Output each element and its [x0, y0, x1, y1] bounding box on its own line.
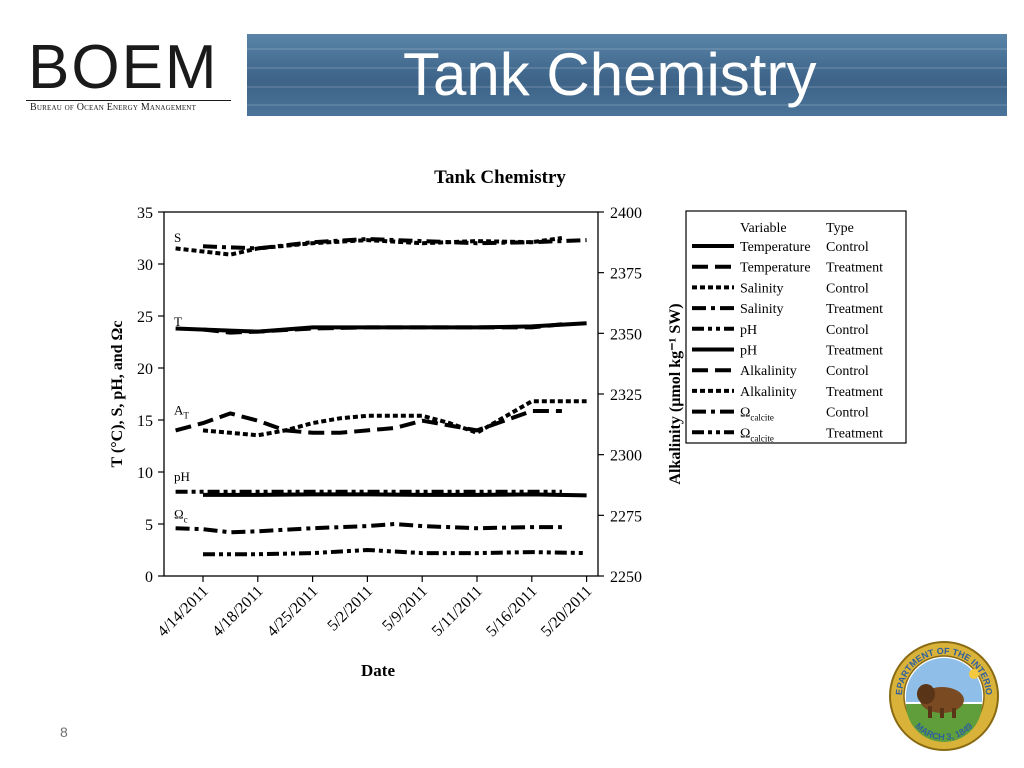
- right-tick-label: 2325: [610, 387, 642, 404]
- right-tick-label: 2275: [610, 508, 642, 525]
- x-tick-label: 4/14/2011: [154, 583, 211, 640]
- water-ripple: [247, 86, 1007, 88]
- logo-subtitle: Bureau of Ocean Energy Management: [30, 102, 197, 113]
- x-tick-label: 4/25/2011: [264, 583, 321, 640]
- legend-type: Control: [826, 281, 869, 296]
- series-line--calcite-treatment: [203, 548, 587, 557]
- group-label: S: [174, 230, 181, 245]
- department-of-interior-seal-icon: DEPARTMENT OF THE INTERIOR MARCH 3, 1849: [888, 640, 999, 751]
- y-axis-right-label: Alkalinity (µmol kg⁻¹ SW): [667, 303, 684, 484]
- left-tick-label: 35: [137, 205, 153, 222]
- group-label: AT: [174, 403, 189, 421]
- legend-variable: Temperature: [740, 261, 811, 276]
- series-line-ph-treatment: [203, 492, 587, 498]
- legend-variable: Salinity: [740, 281, 784, 296]
- series-line--calcite-control: [175, 522, 562, 535]
- left-tick-label: 30: [137, 257, 153, 274]
- series-line-temperature-treatment: [202, 322, 563, 335]
- legend-type: Treatment: [826, 261, 883, 276]
- chart-title: Tank Chemistry: [434, 167, 566, 188]
- legend-header-variable: Variable: [740, 221, 787, 236]
- plot-frame: [163, 211, 599, 577]
- left-tick-label: 5: [145, 517, 153, 534]
- right-axis: 2250 2275 2300 2325 2350 2375 2400: [598, 205, 642, 586]
- legend-type: Control: [826, 240, 869, 255]
- logo-rule: [26, 100, 231, 101]
- x-tick-label: 5/9/2011: [379, 583, 431, 635]
- group-labels: S T AT pH Ωc: [174, 230, 190, 525]
- title-banner: [247, 34, 1007, 116]
- legend-variable: pH: [740, 323, 757, 338]
- left-tick-label: 10: [137, 465, 153, 482]
- x-tick-label: 5/16/2011: [483, 583, 540, 640]
- x-axis-label: Date: [361, 661, 395, 680]
- left-tick-label: 20: [137, 361, 153, 378]
- legend-type: Treatment: [826, 302, 883, 317]
- right-tick-label: 2250: [610, 569, 642, 586]
- group-label: T: [174, 314, 182, 329]
- legend-type: Control: [826, 406, 869, 421]
- left-tick-label: 0: [145, 569, 153, 586]
- legend-type: Treatment: [826, 344, 883, 359]
- series-layer: [175, 236, 587, 557]
- x-tick-label: 5/11/2011: [429, 583, 486, 640]
- left-axis: 0 5 10 15 20 25 30 35: [137, 205, 164, 586]
- legend-variable: pH: [740, 344, 757, 359]
- x-tick-label: 5/20/2011: [538, 583, 595, 640]
- group-label: Ωc: [174, 507, 188, 525]
- x-tick-label: 4/18/2011: [209, 583, 266, 640]
- series-line-alkalinity-control: [175, 409, 562, 435]
- right-tick-label: 2400: [610, 205, 642, 222]
- legend-type: Control: [826, 364, 869, 379]
- water-ripple: [247, 48, 1007, 50]
- water-ripple: [247, 67, 1007, 69]
- series-line-alkalinity-treatment: [202, 399, 587, 438]
- boem-logo: BOEM Bureau of Ocean Energy Management: [26, 34, 236, 118]
- page-number: 8: [60, 724, 68, 740]
- legend-variable: Alkalinity: [740, 364, 797, 379]
- right-tick-label: 2300: [610, 448, 642, 465]
- y-axis-left-label: T (°C), S, pH, and Ωc: [109, 321, 126, 468]
- group-label: pH: [174, 469, 190, 484]
- legend-variable: Salinity: [740, 302, 784, 317]
- legend-type: Treatment: [826, 426, 883, 441]
- series-line-salinity-treatment: [202, 237, 587, 251]
- left-tick-label: 25: [137, 309, 153, 326]
- legend-box: [685, 210, 907, 444]
- right-tick-label: 2375: [610, 266, 642, 283]
- legend-variable: Temperature: [740, 240, 811, 255]
- legend-header-type: Type: [826, 221, 854, 236]
- right-tick-label: 2350: [610, 326, 642, 343]
- legend-variable: Alkalinity: [740, 385, 797, 400]
- logo-wordmark: BOEM: [28, 33, 219, 102]
- legend-type: Treatment: [826, 385, 883, 400]
- x-tick-label: 5/2/2011: [324, 583, 376, 635]
- left-tick-label: 15: [137, 413, 153, 430]
- slide-title: Tank Chemistry: [403, 41, 817, 108]
- legend-type: Control: [826, 323, 869, 338]
- water-ripple: [247, 104, 1007, 106]
